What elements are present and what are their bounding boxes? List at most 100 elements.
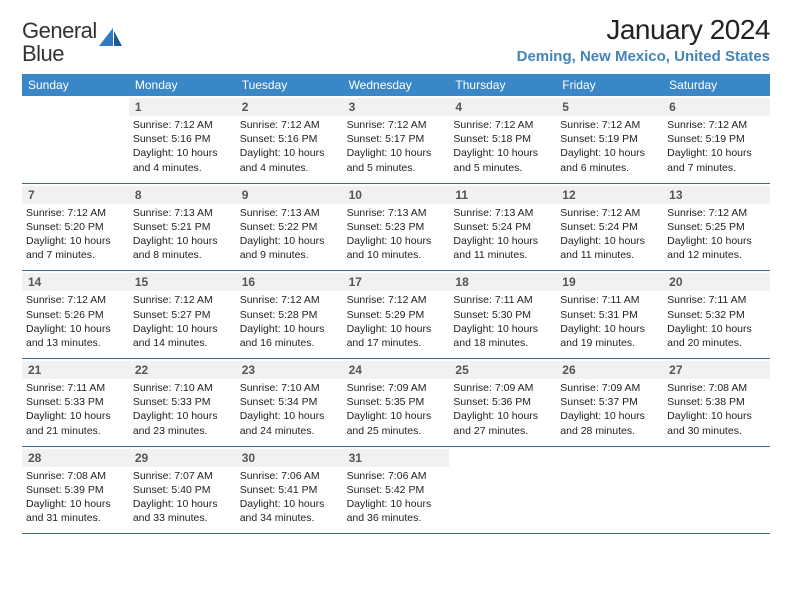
calendar-week: 14 Sunrise: 7:12 AMSunset: 5:26 PMDayligh… (22, 271, 770, 359)
calendar-cell: 16Sunrise: 7:12 AMSunset: 5:28 PMDayligh… (236, 271, 343, 358)
day-number: 30 (236, 449, 343, 467)
calendar-cell: 3Sunrise: 7:12 AMSunset: 5:17 PMDaylight… (343, 96, 450, 183)
day-info: Sunrise: 7:12 AMSunset: 5:27 PMDaylight:… (133, 293, 232, 350)
calendar-cell: 15 Sunrise: 7:12 AMSunset: 5:27 PMDayligh… (129, 271, 236, 358)
day-info: Sunrise: 7:07 AMSunset: 5:40 PMDaylight:… (133, 469, 232, 526)
calendar-grid: SundayMondayTuesdayWednesdayThursdayFrid… (22, 74, 770, 534)
calendar-week: 7Sunrise: 7:12 AMSunset: 5:20 PMDaylight… (22, 184, 770, 272)
dayname-header: Thursday (449, 74, 556, 96)
sail-icon (99, 28, 123, 46)
day-info: Sunrise: 7:09 AMSunset: 5:36 PMDaylight:… (453, 381, 552, 438)
day-number: 13 (663, 186, 770, 204)
day-number: 20 (663, 273, 770, 291)
day-info: Sunrise: 7:09 AMSunset: 5:37 PMDaylight:… (560, 381, 659, 438)
day-number: 25 (449, 361, 556, 379)
calendar-cell: 24 Sunrise: 7:09 AMSunset: 5:35 PMDayligh… (343, 359, 450, 446)
day-number: 14 (22, 273, 129, 291)
day-info: Sunrise: 7:12 AMSunset: 5:16 PMDaylight:… (240, 118, 339, 175)
calendar-cell: 19Sunrise: 7:11 AMSunset: 5:31 PMDayligh… (556, 271, 663, 358)
day-info: Sunrise: 7:08 AMSunset: 5:38 PMDaylight:… (667, 381, 766, 438)
day-info: Sunrise: 7:11 AMSunset: 5:33 PMDaylight:… (26, 381, 125, 438)
calendar-cell: 25 Sunrise: 7:09 AMSunset: 5:36 PMDayligh… (449, 359, 556, 446)
day-number: 3 (343, 98, 450, 116)
dayname-row: SundayMondayTuesdayWednesdayThursdayFrid… (22, 74, 770, 96)
day-number: 15 (129, 273, 236, 291)
brand-logo: General Blue (22, 20, 123, 66)
day-info: Sunrise: 7:13 AMSunset: 5:21 PMDaylight:… (133, 206, 232, 263)
dayname-header: Saturday (663, 74, 770, 96)
brand-part1: General (22, 18, 97, 43)
calendar-cell: 31 Sunrise: 7:06 AMSunset: 5:42 PMDayligh… (343, 447, 450, 534)
calendar-cell: 5Sunrise: 7:12 AMSunset: 5:19 PMDaylight… (556, 96, 663, 183)
day-info: Sunrise: 7:13 AMSunset: 5:22 PMDaylight:… (240, 206, 339, 263)
calendar-page: General Blue January 2024 Deming, New Me… (0, 0, 792, 612)
calendar-cell: 22Sunrise: 7:10 AMSunset: 5:33 PMDayligh… (129, 359, 236, 446)
calendar-cell: 27 Sunrise: 7:08 AMSunset: 5:38 PMDayligh… (663, 359, 770, 446)
calendar-cell (22, 96, 129, 183)
calendar-cell (663, 447, 770, 534)
location-text: Deming, New Mexico, United States (517, 48, 770, 65)
day-number: 18 (449, 273, 556, 291)
title-block: January 2024 Deming, New Mexico, United … (517, 14, 770, 65)
dayname-header: Tuesday (236, 74, 343, 96)
day-info: Sunrise: 7:09 AMSunset: 5:35 PMDaylight:… (347, 381, 446, 438)
day-info: Sunrise: 7:12 AMSunset: 5:24 PMDaylight:… (560, 206, 659, 263)
day-info: Sunrise: 7:10 AMSunset: 5:34 PMDaylight:… (240, 381, 339, 438)
day-info: Sunrise: 7:13 AMSunset: 5:24 PMDaylight:… (453, 206, 552, 263)
day-number: 31 (343, 449, 450, 467)
calendar-cell: 13 Sunrise: 7:12 AMSunset: 5:25 PMDayligh… (663, 184, 770, 271)
day-info: Sunrise: 7:12 AMSunset: 5:16 PMDaylight:… (133, 118, 232, 175)
day-info: Sunrise: 7:11 AMSunset: 5:32 PMDaylight:… (667, 293, 766, 350)
calendar-cell: 28Sunrise: 7:08 AMSunset: 5:39 PMDayligh… (22, 447, 129, 534)
day-info: Sunrise: 7:12 AMSunset: 5:20 PMDaylight:… (26, 206, 125, 263)
calendar-cell: 29 Sunrise: 7:07 AMSunset: 5:40 PMDayligh… (129, 447, 236, 534)
day-number: 29 (129, 449, 236, 467)
day-number: 8 (129, 186, 236, 204)
calendar-cell (556, 447, 663, 534)
day-number: 9 (236, 186, 343, 204)
calendar-cell: 18 Sunrise: 7:11 AMSunset: 5:30 PMDayligh… (449, 271, 556, 358)
day-number: 12 (556, 186, 663, 204)
calendar-cell: 7Sunrise: 7:12 AMSunset: 5:20 PMDaylight… (22, 184, 129, 271)
calendar-cell: 26 Sunrise: 7:09 AMSunset: 5:37 PMDayligh… (556, 359, 663, 446)
day-number: 16 (236, 273, 343, 291)
calendar-cell: 9 Sunrise: 7:13 AMSunset: 5:22 PMDaylight… (236, 184, 343, 271)
day-info: Sunrise: 7:12 AMSunset: 5:29 PMDaylight:… (347, 293, 446, 350)
day-number: 24 (343, 361, 450, 379)
dayname-header: Friday (556, 74, 663, 96)
day-info: Sunrise: 7:12 AMSunset: 5:19 PMDaylight:… (560, 118, 659, 175)
page-title: January 2024 (517, 14, 770, 46)
day-info: Sunrise: 7:11 AMSunset: 5:30 PMDaylight:… (453, 293, 552, 350)
day-number: 23 (236, 361, 343, 379)
calendar-week: 21 Sunrise: 7:11 AMSunset: 5:33 PMDayligh… (22, 359, 770, 447)
day-info: Sunrise: 7:12 AMSunset: 5:18 PMDaylight:… (453, 118, 552, 175)
day-number: 21 (22, 361, 129, 379)
day-number: 27 (663, 361, 770, 379)
calendar-cell: 1Sunrise: 7:12 AMSunset: 5:16 PMDaylight… (129, 96, 236, 183)
day-number: 2 (236, 98, 343, 116)
day-number: 10 (343, 186, 450, 204)
day-info: Sunrise: 7:12 AMSunset: 5:25 PMDaylight:… (667, 206, 766, 263)
calendar-cell: 6 Sunrise: 7:12 AMSunset: 5:19 PMDaylight… (663, 96, 770, 183)
day-number: 11 (449, 186, 556, 204)
day-number: 28 (22, 449, 129, 467)
calendar-cell: 8 Sunrise: 7:13 AMSunset: 5:21 PMDaylight… (129, 184, 236, 271)
dayname-header: Wednesday (343, 74, 450, 96)
calendar-cell: 20 Sunrise: 7:11 AMSunset: 5:32 PMDayligh… (663, 271, 770, 358)
dayname-header: Monday (129, 74, 236, 96)
day-info: Sunrise: 7:12 AMSunset: 5:26 PMDaylight:… (26, 293, 125, 350)
calendar-cell: 4Sunrise: 7:12 AMSunset: 5:18 PMDaylight… (449, 96, 556, 183)
day-number: 26 (556, 361, 663, 379)
day-info: Sunrise: 7:11 AMSunset: 5:31 PMDaylight:… (560, 293, 659, 350)
calendar-week: 28Sunrise: 7:08 AMSunset: 5:39 PMDayligh… (22, 447, 770, 535)
day-info: Sunrise: 7:06 AMSunset: 5:42 PMDaylight:… (347, 469, 446, 526)
calendar-week: 1Sunrise: 7:12 AMSunset: 5:16 PMDaylight… (22, 96, 770, 184)
day-info: Sunrise: 7:13 AMSunset: 5:23 PMDaylight:… (347, 206, 446, 263)
day-info: Sunrise: 7:06 AMSunset: 5:41 PMDaylight:… (240, 469, 339, 526)
calendar-cell: 23 Sunrise: 7:10 AMSunset: 5:34 PMDayligh… (236, 359, 343, 446)
day-number: 22 (129, 361, 236, 379)
calendar-cell: 10 Sunrise: 7:13 AMSunset: 5:23 PMDayligh… (343, 184, 450, 271)
day-info: Sunrise: 7:12 AMSunset: 5:19 PMDaylight:… (667, 118, 766, 175)
day-number: 17 (343, 273, 450, 291)
day-number: 6 (663, 98, 770, 116)
